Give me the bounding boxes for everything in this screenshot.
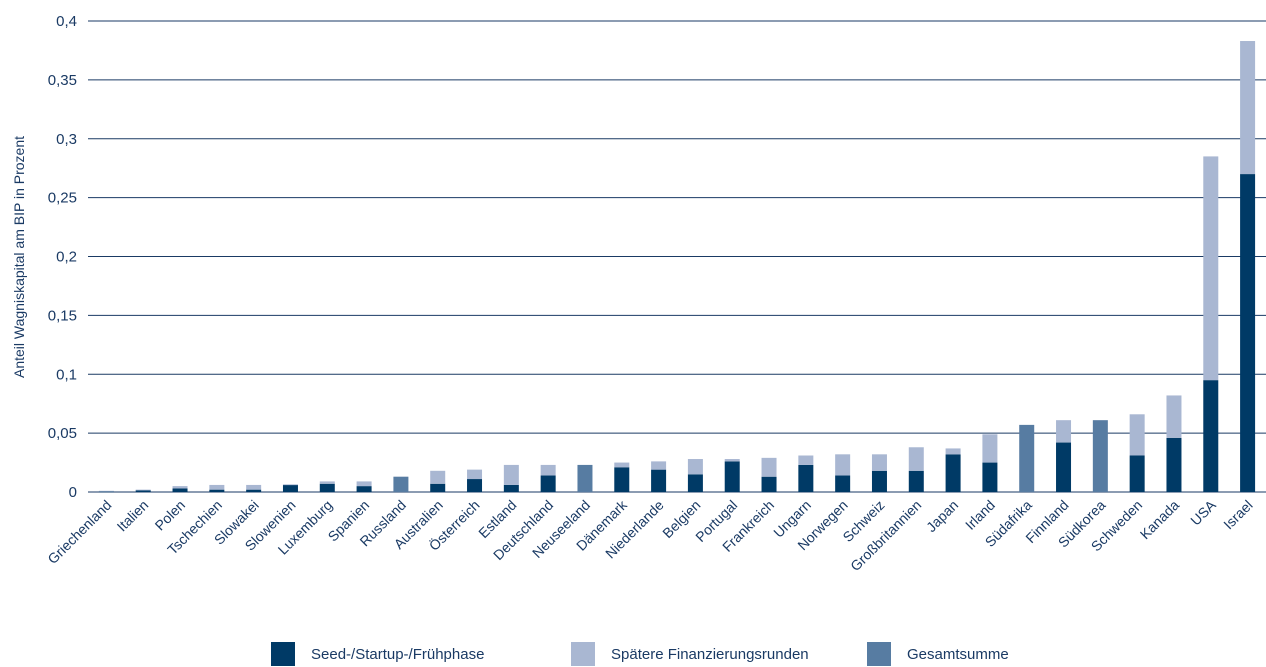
bar-segment bbox=[908, 447, 924, 471]
bar-segment bbox=[282, 484, 298, 486]
bar-segment bbox=[1203, 380, 1219, 492]
bar-segment bbox=[209, 489, 225, 492]
bar-segment bbox=[246, 489, 262, 492]
bar-segment bbox=[172, 488, 188, 492]
y-tick-label: 0,2 bbox=[56, 249, 77, 266]
bar-segment bbox=[687, 459, 703, 475]
bar-segment bbox=[1129, 455, 1145, 492]
y-axis-ticks: 0 0,05 0,1 0,15 0,2 0,25 0,3 0,35 0,4 bbox=[48, 13, 77, 501]
bar-segment bbox=[356, 486, 372, 492]
bar-segment bbox=[761, 457, 777, 477]
legend: Seed-/Startup-/Frühphase Spätere Finanzi… bbox=[0, 642, 1266, 667]
bar-segment bbox=[393, 476, 409, 492]
y-tick-label: 0,4 bbox=[56, 13, 77, 30]
bar-segment bbox=[577, 464, 593, 492]
bar-segment bbox=[871, 470, 887, 492]
bar-segment bbox=[1056, 442, 1072, 492]
x-tick-label: Italien bbox=[114, 497, 152, 535]
bar-segment bbox=[1240, 174, 1256, 492]
y-tick-label: 0,1 bbox=[56, 366, 77, 383]
x-tick-label: Japan bbox=[923, 497, 961, 535]
bar-segment bbox=[908, 470, 924, 492]
y-tick-label: 0 bbox=[69, 484, 77, 501]
legend-item-total: Gesamtsumme bbox=[867, 642, 1009, 666]
bar-segment bbox=[724, 459, 740, 462]
legend-item-later: Spätere Finanzierungsrunden bbox=[571, 642, 809, 666]
bar-segment bbox=[135, 490, 151, 492]
bar-segment bbox=[798, 455, 814, 465]
bar-segment bbox=[540, 475, 556, 492]
bar-segment bbox=[798, 464, 814, 492]
bar-segment bbox=[835, 475, 851, 492]
legend-label-seed: Seed-/Startup-/Frühphase bbox=[311, 645, 485, 663]
legend-label-total: Gesamtsumme bbox=[907, 645, 1009, 663]
bar-segment bbox=[1240, 41, 1256, 175]
bar-segment bbox=[724, 461, 740, 492]
bar-segment bbox=[614, 462, 630, 468]
bar-segment bbox=[135, 489, 151, 491]
bar-segment bbox=[945, 448, 961, 455]
bar-segment bbox=[835, 454, 851, 476]
bar-segment bbox=[467, 469, 483, 480]
legend-swatch-seed bbox=[271, 642, 295, 666]
bar-segment bbox=[945, 454, 961, 492]
y-tick-label: 0,05 bbox=[48, 425, 77, 442]
bar-segment bbox=[430, 483, 446, 492]
bar-segment bbox=[209, 484, 225, 490]
legend-label-later: Spätere Finanzierungsrunden bbox=[611, 645, 809, 663]
bars bbox=[98, 41, 1256, 493]
bar-segment bbox=[651, 469, 667, 492]
y-tick-label: 0,15 bbox=[48, 307, 77, 324]
bar-segment bbox=[467, 479, 483, 492]
x-tick-label: USA bbox=[1187, 496, 1219, 528]
x-tick-label: Kanada bbox=[1137, 497, 1183, 543]
bar-segment bbox=[98, 491, 114, 493]
legend-item-seed: Seed-/Startup-/Frühphase bbox=[271, 642, 484, 666]
bar-segment bbox=[651, 461, 667, 470]
bar-segment bbox=[982, 434, 998, 463]
bar-segment bbox=[503, 484, 519, 492]
bar-segment bbox=[503, 464, 519, 485]
bar-segment bbox=[98, 490, 114, 492]
bar-segment bbox=[687, 474, 703, 492]
bar-segment bbox=[1129, 414, 1145, 456]
gridlines bbox=[88, 20, 1266, 493]
stacked-bar-chart: 0 0,05 0,1 0,15 0,2 0,25 0,3 0,35 0,4 Griechenla… bbox=[11, 13, 1266, 574]
bar-segment bbox=[356, 481, 372, 487]
bar-segment bbox=[614, 467, 630, 492]
y-tick-label: 0,25 bbox=[48, 190, 77, 207]
bar-segment bbox=[246, 484, 262, 490]
bar-segment bbox=[871, 454, 887, 471]
bar-segment bbox=[319, 481, 335, 484]
bar-segment bbox=[282, 484, 298, 492]
x-tick-label: Griechenland bbox=[44, 497, 114, 567]
y-tick-label: 0,35 bbox=[48, 72, 77, 89]
bar-segment bbox=[540, 464, 556, 476]
bar-segment bbox=[1019, 424, 1035, 492]
bar-segment bbox=[1166, 437, 1182, 492]
bar-segment bbox=[761, 476, 777, 492]
bar-segment bbox=[1203, 156, 1219, 381]
y-tick-label: 0,3 bbox=[56, 131, 77, 148]
bar-segment bbox=[172, 486, 188, 489]
bar-segment bbox=[430, 470, 446, 484]
bar-segment bbox=[1056, 420, 1072, 443]
bar-segment bbox=[319, 483, 335, 492]
bar-segment bbox=[982, 462, 998, 492]
x-axis-labels: Griechenland Italien PolenTschechienSlowak… bbox=[44, 496, 1255, 574]
legend-swatch-total bbox=[867, 642, 891, 666]
y-axis-title: Anteil Wagniskapital am BIP in Prozent bbox=[11, 136, 27, 378]
legend-swatch-later bbox=[571, 642, 595, 666]
x-tick-label: Israel bbox=[1220, 497, 1256, 533]
bar-segment bbox=[1166, 395, 1182, 438]
bar-segment bbox=[1092, 420, 1108, 492]
